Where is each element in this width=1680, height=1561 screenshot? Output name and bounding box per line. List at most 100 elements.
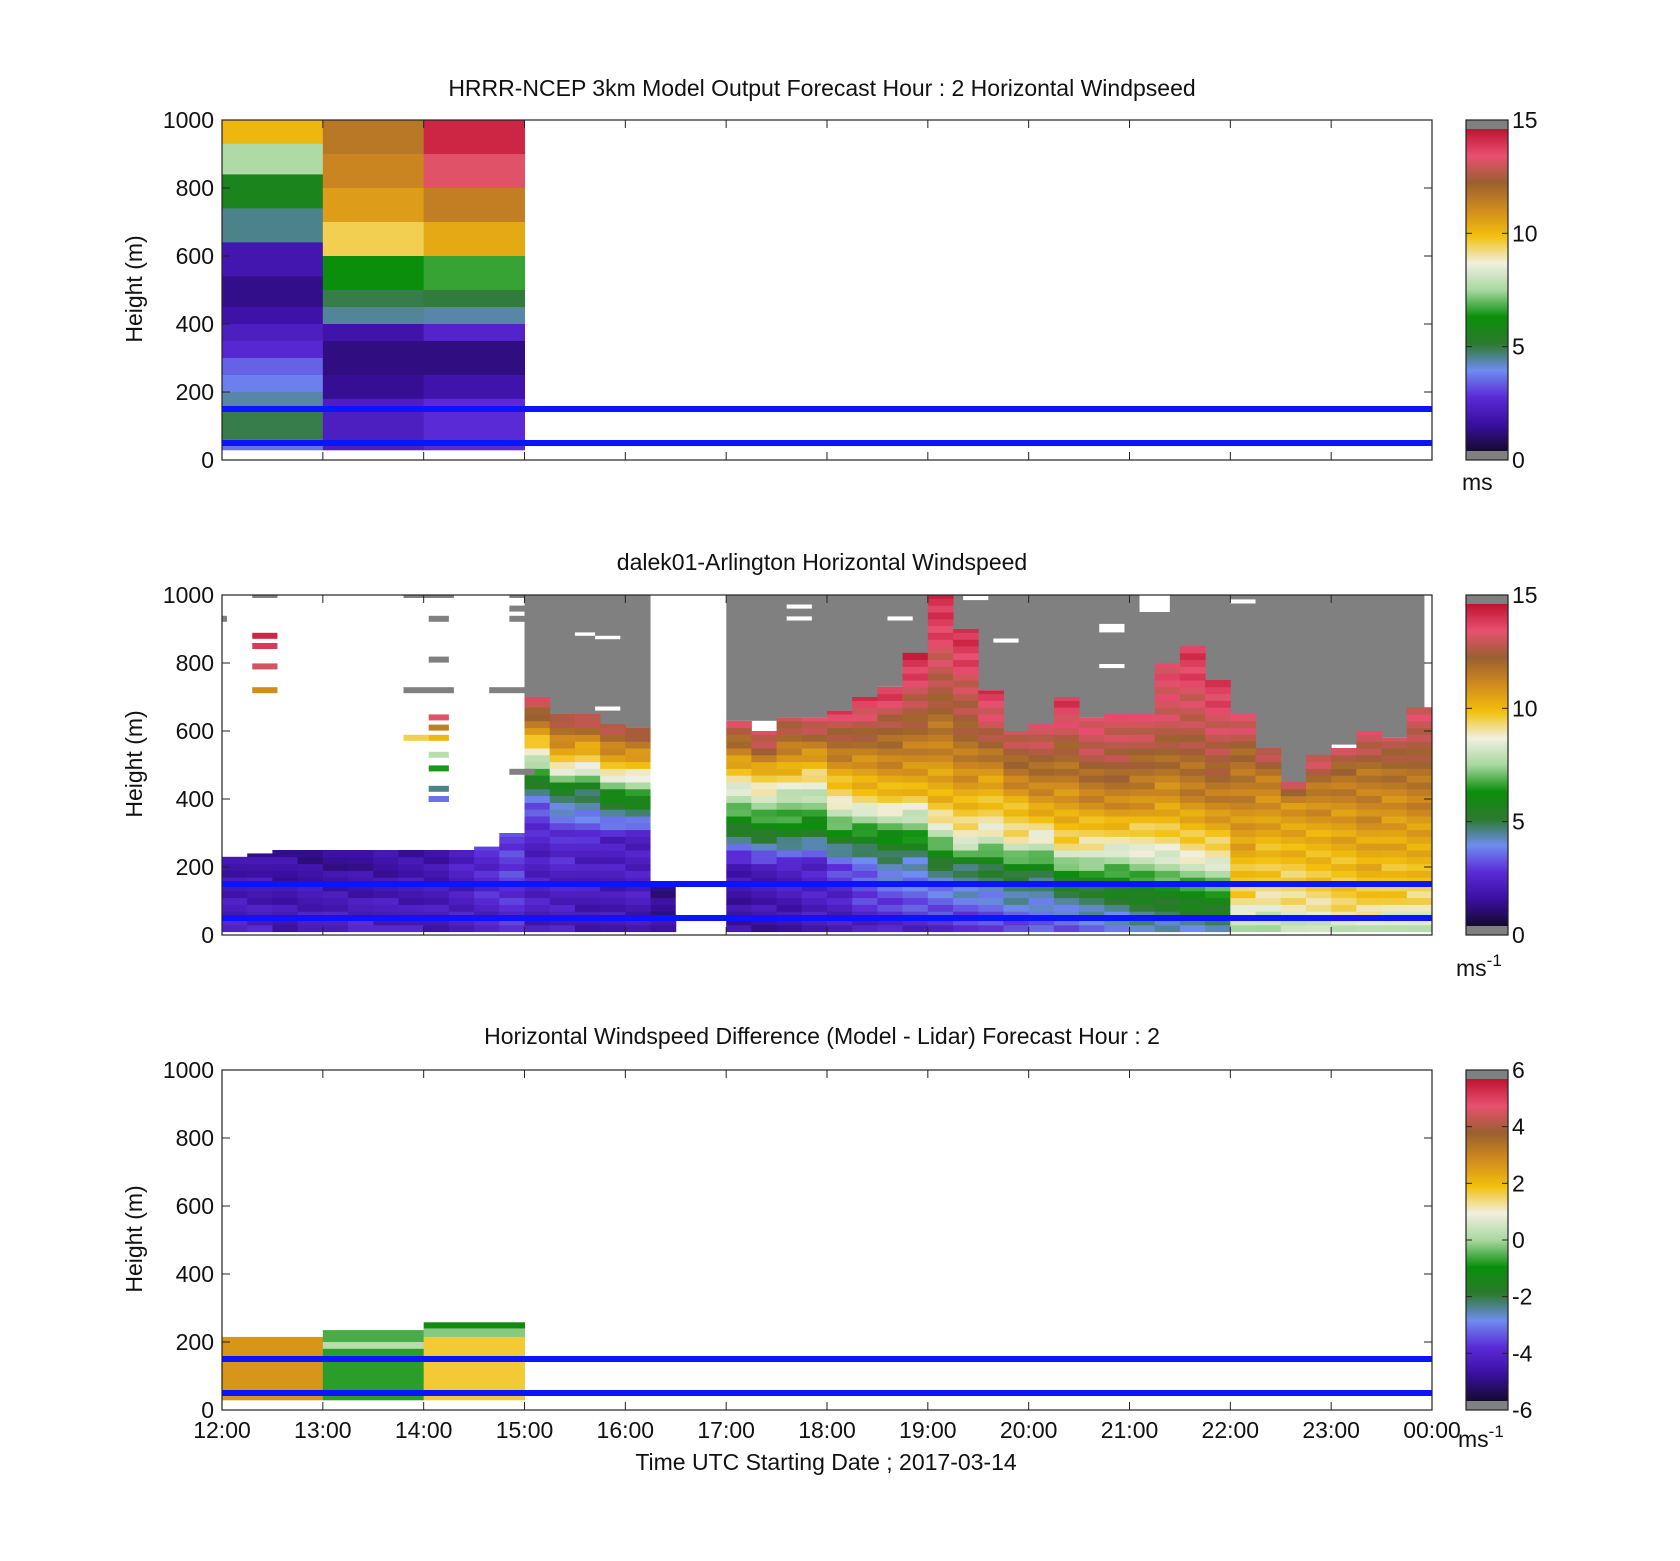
lidar-range-gate	[877, 822, 904, 831]
lidar-range-gate	[1179, 659, 1206, 667]
lidar-range-gate	[1129, 795, 1156, 803]
lidar-range-gate	[1053, 870, 1080, 878]
lidar-range-gate	[423, 890, 450, 899]
lidar-range-gate	[1154, 727, 1181, 735]
lidar-range-gate	[499, 850, 525, 858]
lidar-range-gate	[927, 741, 954, 749]
lidar-range-gate	[751, 754, 778, 763]
lidar-range-gate	[1003, 809, 1030, 817]
lidar-range-gate	[776, 836, 803, 844]
lidar-range-gate	[1255, 890, 1282, 899]
lidar-range-gate	[1154, 836, 1181, 844]
lidar-range-gate	[1179, 693, 1206, 701]
lidar-range-gate	[902, 918, 929, 926]
lidar-range-gate	[625, 843, 652, 851]
lidar-range-gate	[1406, 884, 1432, 892]
lidar-range-gate	[600, 911, 626, 919]
lidar-range-gate	[1179, 666, 1206, 674]
lidar-range-gate	[1028, 734, 1055, 742]
lidar-range-gate	[801, 720, 828, 729]
lidar-range-gate	[953, 816, 979, 824]
lidar-range-gate	[272, 911, 299, 919]
difference-colorbar: -6 -4 -2 0 2 4 6	[1465, 1057, 1533, 1423]
lidar-range-gate	[574, 829, 601, 837]
lidar-range-gate	[751, 782, 778, 790]
lidar-range-gate	[1053, 897, 1080, 905]
lidar-range-gate	[1104, 748, 1130, 756]
lidar-range-gate	[953, 843, 979, 851]
lidar-range-gate	[953, 734, 979, 742]
lidar-range-gate	[877, 727, 904, 735]
lidar-range-gate	[1205, 870, 1231, 878]
lidar-range-gate	[549, 727, 576, 735]
lidar-range-gate	[1053, 775, 1080, 783]
lidar-range-gate	[751, 904, 778, 912]
lidar-range-gate	[776, 863, 803, 871]
lidar-range-gate	[801, 754, 828, 763]
lidar-range-gate	[1331, 761, 1357, 769]
lidar-range-gate	[1053, 856, 1080, 865]
lidar-range-gate	[1230, 768, 1257, 776]
lidar-range-gate	[1079, 754, 1105, 763]
lidar-range-gate	[751, 816, 778, 824]
lidar-range-gate	[1028, 870, 1055, 878]
lidar-range-gate	[1406, 707, 1432, 715]
lidar-range-gate	[927, 904, 954, 912]
lidar-range-gate	[1205, 816, 1231, 824]
lidar-range-gate	[827, 788, 853, 797]
lidar-range-gate	[1053, 863, 1080, 871]
lidar-range-gate	[801, 741, 828, 749]
heatmap-cell	[222, 341, 324, 359]
lidar-range-gate	[852, 720, 878, 729]
heatmap-cell	[222, 208, 324, 243]
lidar-range-gate	[726, 802, 752, 810]
lidar-range-gate	[1205, 897, 1231, 905]
lidar-range-gate	[953, 802, 979, 810]
lidar-range-gate	[1205, 734, 1231, 742]
lidar-range-gate	[1331, 775, 1357, 783]
lidar-range-gate	[1179, 680, 1206, 688]
lidar-range-gate	[801, 870, 828, 878]
lidar-range-gate	[1179, 754, 1206, 763]
lidar-range-gate	[1280, 911, 1307, 919]
lidar-range-gate	[574, 884, 601, 892]
lidar-range-gate	[1356, 741, 1383, 749]
lidar-range-gate	[953, 673, 979, 681]
lidar-range-gate	[927, 918, 954, 926]
lidar-range-gate	[1179, 850, 1206, 858]
lidar-range-gate	[1179, 761, 1206, 769]
lidar-range-gate	[1028, 795, 1055, 803]
heatmap-cell	[222, 375, 324, 393]
lidar-range-gate	[953, 863, 979, 871]
lidar-range-gate	[852, 697, 878, 701]
lidar-range-gate	[625, 850, 652, 858]
lidar-range-gate	[549, 884, 576, 892]
lidar-range-gate	[1331, 884, 1357, 892]
lidar-range-gate	[1331, 816, 1357, 824]
lidar-range-gate	[1381, 788, 1408, 797]
lidar-range-gate	[1230, 843, 1257, 851]
lidar-range-gate	[852, 795, 878, 803]
heatmap-cell	[322, 120, 425, 155]
lidar-range-gate	[827, 768, 853, 776]
lidar-range-gate	[600, 850, 626, 858]
lidar-range-gate	[852, 802, 878, 810]
lidar-range-gate	[1179, 836, 1206, 844]
lidar-range-gate	[726, 890, 752, 899]
lidar-range-gate	[1356, 802, 1383, 810]
lidar-range-gate	[751, 809, 778, 817]
lidar-range-gate	[978, 897, 1004, 905]
model-colorbar-unit: ms	[1462, 469, 1493, 495]
lidar-range-gate	[801, 717, 828, 722]
lidar-range-gate	[549, 822, 576, 831]
lidar-range-gate	[1280, 904, 1307, 912]
lidar-range-gate	[827, 924, 853, 933]
lidar-range-gate	[776, 856, 803, 865]
lidar-range-gate	[1079, 782, 1105, 790]
lidar-range-gate	[902, 714, 929, 722]
lidar-range-gate	[877, 911, 904, 919]
y-tick-label: 600	[176, 243, 214, 269]
lidar-range-gate	[423, 863, 450, 871]
heatmap-cell	[423, 290, 525, 308]
lidar-range-gate	[1230, 802, 1257, 810]
